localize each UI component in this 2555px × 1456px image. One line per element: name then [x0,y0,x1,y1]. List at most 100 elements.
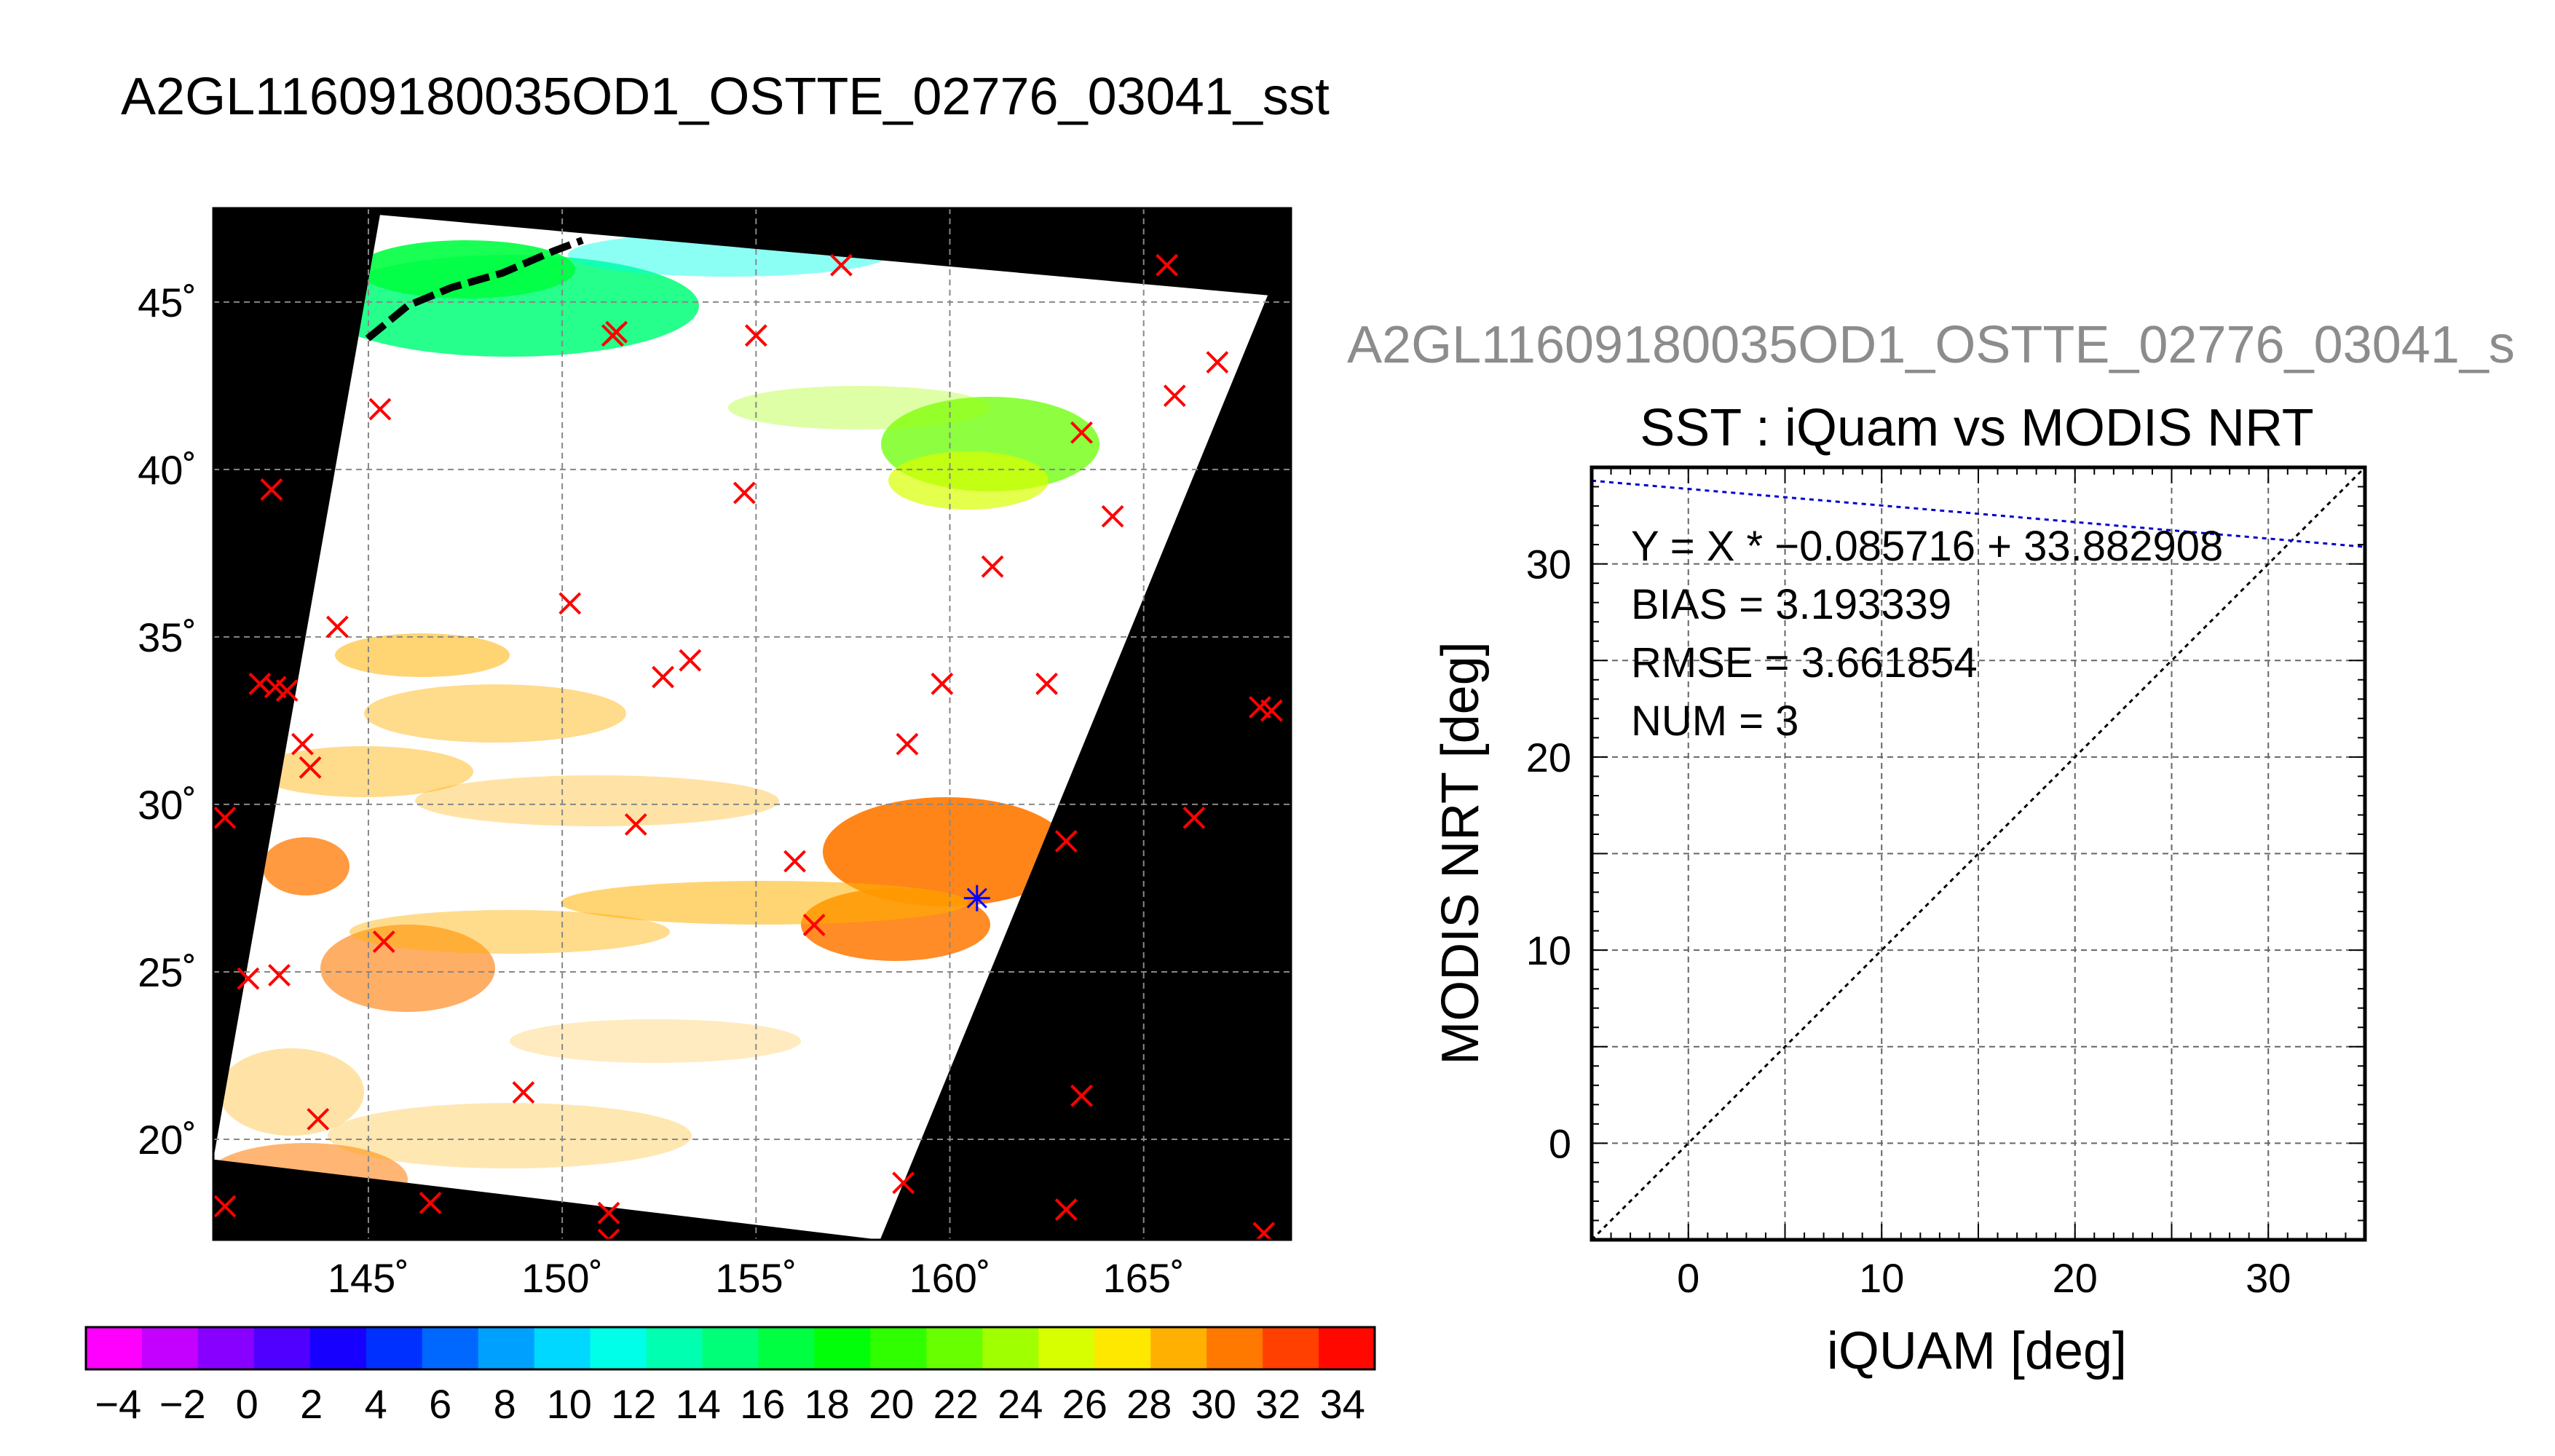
lon-tick-label: 145˚ [328,1255,409,1301]
scatter-xlabel: iQUAM [deg] [1827,1322,2127,1380]
lat-tick-label: 25˚ [138,949,197,995]
lat-tick-label: 45˚ [138,280,197,325]
colorbar-tick-label: 32 [1255,1381,1300,1427]
scatter-x-tick-label: 0 [1677,1255,1699,1301]
colorbar-swatch [86,1327,143,1369]
map-frame [212,207,1292,1241]
buoy-marker [601,324,624,347]
buoy-marker [558,592,582,615]
regression-line [1591,479,2366,548]
buoy-marker [512,1081,535,1104]
stats-line-num: NUM = 3 [1631,697,1798,745]
colorbar-tick-label: 14 [676,1381,721,1427]
buoy-marker [783,850,806,873]
buoy-marker [744,324,767,347]
colorbar-tick-label: 22 [933,1381,979,1427]
buoy-marker [1070,421,1093,444]
colorbar-swatch [1094,1327,1151,1369]
buoy-marker [830,253,853,277]
buoy-marker [1163,384,1186,408]
colorbar-tick-label: 30 [1191,1381,1236,1427]
scatter-x-tick-label: 20 [2053,1255,2098,1301]
scatter-x-tick-label: 10 [1859,1255,1904,1301]
colorbar-tick-label: 12 [611,1381,656,1427]
buoy-marker [1182,806,1206,829]
colorbar-tick-label: 20 [869,1381,914,1427]
buoy-markers [213,253,1283,1240]
colorbar-tick-label: 24 [998,1381,1043,1427]
buoy-marker [597,1201,620,1224]
scatter-y-tick-label: 10 [1526,927,1571,973]
buoy-marker [1260,699,1283,722]
identity-line [1590,466,2366,1241]
stats-line-bias: BIAS = 3.193339 [1631,581,1951,628]
colorbar-swatch [422,1327,479,1369]
colorbar-tick-label: −2 [159,1381,206,1427]
colorbar-tick-label: 8 [494,1381,516,1427]
colorbar-swatches [86,1327,1375,1369]
scatter-y-tick-label: 0 [1549,1120,1571,1166]
buoy-marker [1054,1198,1078,1222]
colorbar-tick-label: 34 [1320,1381,1365,1427]
colorbar-swatch [253,1327,311,1369]
buoy-marker [372,930,395,953]
colorbar-swatch [646,1327,703,1369]
colorbar-tick-label: 6 [429,1381,451,1427]
longitude-labels: 145˚ 150˚ 155˚ 160˚ 165˚ [328,1255,1185,1301]
colorbar-swatch [758,1327,815,1369]
buoy-marker [291,732,314,756]
colorbar-swatch [197,1327,255,1369]
scatter-gridlines [1592,467,2365,1240]
buoy-marker [368,397,392,421]
buoy-marker [624,813,647,836]
buoy-marker [652,665,674,689]
matched-buoy-marker [963,885,990,911]
colorbar-swatch [309,1327,367,1369]
scatter-y-tick-label: 20 [1526,735,1571,780]
colorbar-swatch [1319,1327,1375,1369]
buoy-marker [1070,1084,1093,1107]
lon-tick-label: 165˚ [1103,1255,1185,1301]
buoy-marker [1054,830,1078,852]
colorbar-tick-label: 16 [740,1381,785,1427]
stats-line-rmse: RMSE = 3.661854 [1631,639,1978,687]
buoy-marker [307,1107,330,1131]
buoy-marker [1101,505,1124,528]
buoy-marker [213,1195,237,1218]
main-title: A2GL11609180035OD1_OSTTE_02776_03041_sst [121,68,1330,126]
buoy-marker [275,679,299,702]
colorbar-swatch [1263,1327,1319,1369]
colorbar-swatch [926,1327,983,1369]
scatter-x-tick-label: 30 [2246,1255,2291,1301]
colorbar-swatch [366,1327,423,1369]
scatter-y-tick-label: 30 [1526,542,1571,587]
colorbar-swatch [982,1327,1039,1369]
colorbar-swatch [141,1327,199,1369]
buoy-marker [732,481,756,505]
lat-tick-label: 30˚ [138,782,197,828]
lat-tick-label: 40˚ [138,447,197,493]
colorbar-frame [84,1326,1376,1371]
latitude-labels: 45˚ 40˚ 35˚ 30˚ 25˚ 20˚ [138,280,197,1163]
colorbar-tick-label: 4 [365,1381,387,1427]
buoy-marker [931,672,954,695]
buoy-marker [1252,1222,1276,1240]
colorbar-swatch [590,1327,647,1369]
buoy-marker [1035,672,1059,695]
lon-tick-label: 150˚ [521,1255,603,1301]
buoy-marker [213,806,237,829]
scatter-sub-title: A2GL11609180035OD1_OSTTE_02776_03041_s [1347,316,2515,374]
buoy-marker [237,967,260,990]
buoy-marker [1206,351,1229,374]
buoy-marker [419,1191,442,1214]
scatter-statistics: Y = X * −0.085716 + 33.882908 BIAS = 3.1… [1631,523,2223,745]
lat-tick-label: 35˚ [138,614,197,660]
buoy-marker [892,1171,915,1195]
buoy-marker [299,756,322,779]
buoy-marker [597,1228,620,1240]
coastline [365,237,584,341]
colorbar-tick-label: 0 [236,1381,258,1427]
